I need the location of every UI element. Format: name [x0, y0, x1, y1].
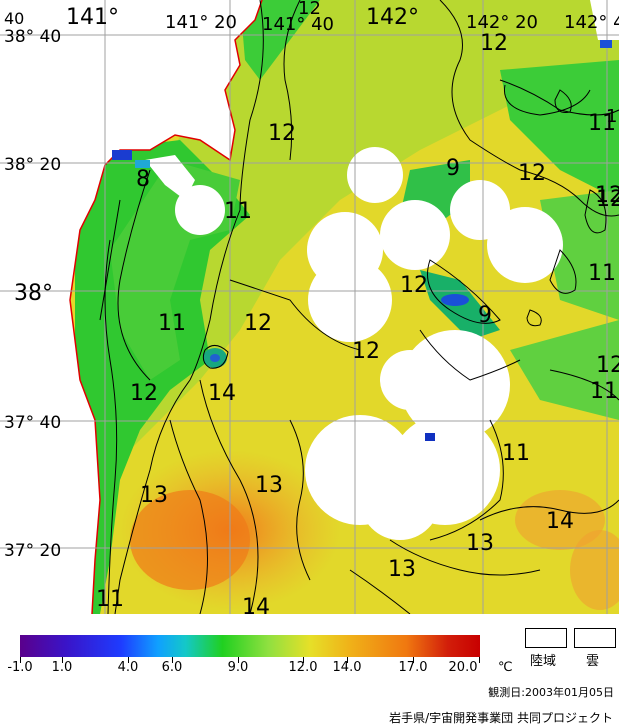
- colorbar-tick: [62, 657, 63, 663]
- contour-label: 12: [268, 121, 296, 146]
- contour-label: 12: [596, 187, 619, 212]
- land-area: [145, 155, 195, 200]
- contour-label: 11: [502, 441, 530, 466]
- contour-label: 12: [518, 161, 546, 186]
- coord-label-left: 37° 20: [4, 541, 61, 561]
- contour-label: 11: [590, 379, 618, 404]
- contour-label: 14: [242, 595, 270, 614]
- contour-label: 12: [480, 31, 508, 56]
- colorbar-tick-label: 20.0: [448, 660, 478, 675]
- credit-line: 岩手県/宇宙開発事業団 共同プロジェクト: [389, 711, 613, 725]
- offshore-cold-zone: [540, 190, 619, 320]
- colorbar-tick-label: 17.0: [398, 660, 428, 675]
- land-legend-label: 陸域: [530, 654, 557, 669]
- contour-label: 14: [208, 381, 236, 406]
- colorbar-tick-label: 6.0: [161, 660, 183, 675]
- contour-label: 11: [224, 199, 252, 224]
- edge-contour-label: 1: [606, 106, 617, 127]
- contour-label: 12: [596, 353, 619, 378]
- cloud-cover: [175, 147, 563, 540]
- colorbar-tick-label: 4.0: [117, 660, 139, 675]
- land-area: [590, 0, 619, 40]
- observation-date: 観測日:2003年01月05日: [488, 686, 614, 699]
- contour-label: 13: [466, 531, 494, 556]
- colorbar-tick-label: 9.0: [227, 660, 249, 675]
- contour-label: 11: [588, 111, 616, 136]
- offshore-cold-zone: [240, 0, 320, 80]
- cold-flecks: [112, 40, 612, 441]
- colorbar-tick: [413, 657, 414, 663]
- coord-label-top: 142° 40: [564, 12, 619, 33]
- coord-label-top: 40: [4, 9, 24, 28]
- isotherms: [99, 0, 619, 614]
- land-legend-swatch: [525, 628, 567, 648]
- colorbar-tick: [479, 657, 480, 663]
- colorbar-tick-label: 12.0: [288, 660, 318, 675]
- contour-label: 13: [255, 473, 283, 498]
- coord-label-top: 142° 20: [466, 12, 538, 33]
- contour-label: 12: [400, 273, 428, 298]
- colorbar-unit: ℃: [498, 660, 513, 675]
- contour-label: 12: [130, 381, 158, 406]
- offshore-cold-zone: [510, 320, 619, 420]
- coord-label-left: 38°: [14, 281, 53, 306]
- colorbar-tick: [128, 657, 129, 663]
- coord-label-left: 37° 40: [4, 413, 61, 433]
- colorbar-tick-label: 14.0: [332, 660, 362, 675]
- temperature-colorbar: [20, 635, 480, 657]
- colorbar-tick-label: -1.0: [7, 660, 33, 675]
- warm-water-zone: [515, 490, 605, 550]
- contour-label: 9: [478, 303, 492, 328]
- contour-label: 12: [244, 311, 272, 336]
- corner-contour-label: 12: [298, 0, 321, 19]
- offshore-cold-zone: [500, 60, 619, 200]
- contour-label: 11: [588, 261, 616, 286]
- contour-label: 12: [352, 339, 380, 364]
- contour-label: 13: [388, 557, 416, 582]
- colorbar-tick: [303, 657, 304, 663]
- coord-label-left: 38° 20: [4, 155, 61, 175]
- colorbar-tick: [172, 657, 173, 663]
- cloud-legend-label: 雲: [586, 654, 600, 669]
- contour-label: 8: [136, 167, 150, 192]
- coord-label-top: 142°: [366, 5, 419, 30]
- coord-label-top: 141° 40: [262, 14, 334, 35]
- contour-label: 13: [140, 483, 168, 508]
- contour-label: 14: [546, 509, 574, 534]
- coord-label-top: 141° 20: [165, 12, 237, 33]
- cloud-legend-swatch: [574, 628, 616, 648]
- contour-label: 11: [158, 311, 186, 336]
- colorbar-tick: [238, 657, 239, 663]
- warm-water-zone: [130, 490, 250, 590]
- coord-label-top: 141°: [66, 5, 119, 30]
- colorbar-tick: [347, 657, 348, 663]
- cold-eddy-core: [210, 354, 220, 362]
- coastline: [69, 0, 263, 614]
- cold-eddy-core: [441, 294, 469, 306]
- land-area: [0, 0, 262, 614]
- colorbar-tick-label: 1.0: [51, 660, 73, 675]
- sea-surface-temperature-map: 40 141° 141° 20 141° 40 142° 142° 20 142…: [0, 0, 619, 614]
- coord-label-left: 38° 40: [4, 27, 61, 47]
- contour-label: 12: [595, 183, 619, 208]
- contour-label: 11: [96, 587, 124, 612]
- colorbar-tick: [20, 657, 21, 663]
- legend: -1.0 1.0 4.0 6.0 9.0 12.0 14.0 17.0 20.0…: [0, 614, 619, 725]
- contour-label: 9: [446, 156, 460, 181]
